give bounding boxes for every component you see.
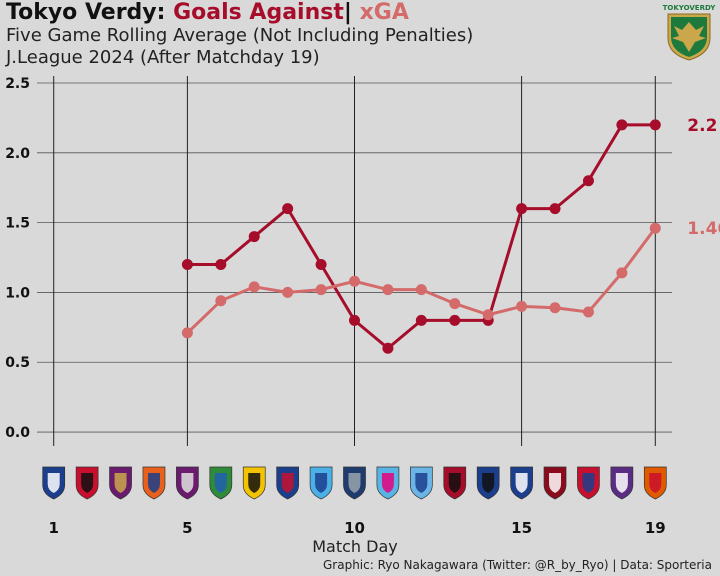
opponent-badge-sanfrecce-hiroshima xyxy=(610,466,634,500)
data-point-goals-against xyxy=(582,175,594,187)
opponent-badge-avispa-fukuoka xyxy=(343,466,366,500)
opponent-badge-kashima-antlers xyxy=(443,466,467,500)
opponent-badge-sagan-tosu xyxy=(376,466,400,500)
data-point-goals-against xyxy=(248,231,260,243)
y-tick-label: 0.0 xyxy=(5,425,30,441)
opponent-badge-jubilo-iwata xyxy=(409,466,433,500)
title-goals-against: Goals Against xyxy=(173,0,344,25)
data-point-goals-against xyxy=(415,314,427,326)
opponent-badge-albirex-niigata xyxy=(142,466,166,500)
opponent-badge-consadole-sapporo xyxy=(577,466,600,500)
data-point-goals-against xyxy=(315,258,327,270)
x-axis-title: Match Day xyxy=(312,537,398,556)
chart-subtitle-season: J.League 2024 (After Matchday 19) xyxy=(6,47,320,68)
data-point-xga xyxy=(282,286,294,298)
data-point-goals-against xyxy=(215,258,227,270)
opponent-badge-nagoya-grampus xyxy=(643,466,667,500)
title-xga: xGA xyxy=(359,0,409,25)
x-tick-label: 5 xyxy=(182,519,192,537)
data-point-goals-against xyxy=(616,119,628,131)
credit-line: Graphic: Ryo Nakagawara (Twitter: @R_by_… xyxy=(322,558,712,572)
x-tick-label: 10 xyxy=(344,519,365,537)
y-tick-label: 0.5 xyxy=(5,355,30,371)
data-point-xga xyxy=(415,284,427,296)
x-tick-label: 15 xyxy=(511,519,532,537)
data-point-xga xyxy=(549,302,561,314)
data-point-xga xyxy=(349,275,360,287)
data-point-xga xyxy=(449,298,461,310)
y-tick-label: 2.5 xyxy=(5,76,30,92)
data-point-xga xyxy=(649,222,661,234)
data-point-goals-against xyxy=(181,258,193,270)
chart-title: Tokyo Verdy: Goals Against| xGA xyxy=(6,0,409,25)
data-point-xga xyxy=(516,300,528,312)
opponent-badge-kawasaki-frontale xyxy=(309,466,333,500)
y-tick-label: 1.5 xyxy=(5,216,30,232)
data-point-xga xyxy=(382,284,394,296)
opponent-badge-gamba-osaka xyxy=(476,466,500,500)
title-team: Tokyo Verdy: xyxy=(6,0,166,25)
data-point-xga xyxy=(181,327,193,339)
opponent-badge-yokohama-f-marinos xyxy=(42,466,66,500)
data-point-goals-against xyxy=(382,342,394,354)
opponent-badge-kashiwa-reysol xyxy=(242,466,266,500)
x-tick-label: 1 xyxy=(48,519,58,537)
opponent-badge-kyoto-sanga xyxy=(109,466,132,500)
data-point-goals-against xyxy=(549,203,561,215)
logo-wordmark: TOKYOVERDY xyxy=(663,4,716,12)
title-separator: | xyxy=(343,0,352,25)
data-point-xga xyxy=(616,267,628,279)
data-point-goals-against xyxy=(516,203,528,215)
data-point-goals-against xyxy=(449,314,461,326)
series-end-label: 2.2 xyxy=(687,116,717,136)
data-point-xga xyxy=(215,295,227,307)
series-end-label: 1.46 xyxy=(687,219,720,239)
opponent-badge-kyoto-sanga xyxy=(176,466,199,500)
y-tick-label: 1.0 xyxy=(5,285,30,301)
opponent-badge-shonan-bellmare xyxy=(209,466,233,500)
x-tick-label: 19 xyxy=(645,519,666,537)
data-point-xga xyxy=(315,284,327,296)
opponent-badge-machida-zelvia xyxy=(510,466,533,500)
data-point-xga xyxy=(582,306,594,318)
data-point-goals-against xyxy=(282,203,294,215)
opponent-badge-vissel-kobe xyxy=(543,466,567,500)
data-point-goals-against xyxy=(649,119,661,131)
y-tick-label: 2.0 xyxy=(5,146,30,162)
opponent-badge-fc-tokyo xyxy=(276,466,300,500)
chart-subtitle: Five Game Rolling Average (Not Including… xyxy=(6,25,474,46)
data-point-xga xyxy=(482,309,494,321)
tokyo-verdy-crest-logo: TOKYOVERDY xyxy=(663,4,716,61)
data-point-xga xyxy=(248,281,260,293)
opponent-badge-urawa-reds xyxy=(75,466,99,500)
data-point-goals-against xyxy=(349,314,360,326)
